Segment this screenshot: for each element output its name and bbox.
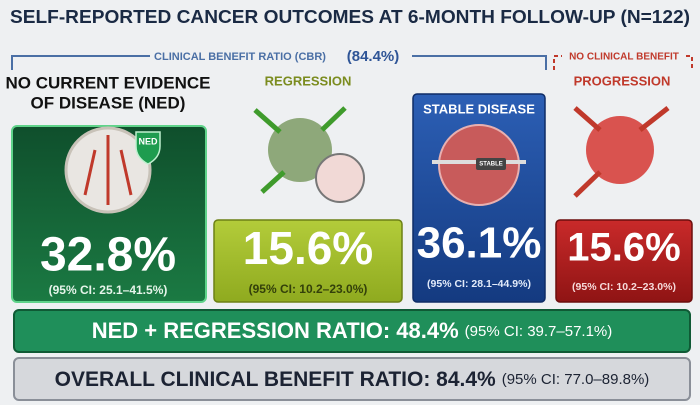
progression-ci: (95% CI: 10.2–23.0%) xyxy=(572,281,676,293)
title: SELF-REPORTED CANCER OUTCOMES AT 6-MONTH… xyxy=(10,7,690,27)
overall-bar xyxy=(13,357,691,401)
arrows-icon xyxy=(253,106,347,194)
stable-ci: (95% CI: 28.1–44.9%) xyxy=(427,278,531,290)
cbr-value: (84.4%) xyxy=(347,48,400,65)
tumor-icon xyxy=(268,118,332,182)
stable-tag-label: STABLE xyxy=(479,162,503,168)
tumor-icon xyxy=(586,116,654,184)
no-benefit-bracket xyxy=(553,55,693,70)
progression-percent: 15.6% xyxy=(567,226,680,270)
progression-box xyxy=(555,219,693,303)
ned-label: OF DISEASE (NED) xyxy=(31,93,186,112)
ned-regression-text: NED + REGRESSION RATIO: 48.4% (95% CI: 39… xyxy=(92,318,613,343)
cbr-bracket xyxy=(11,55,547,70)
ned-box xyxy=(11,125,207,303)
overall-ci: (95% CI: 77.0–89.8%) xyxy=(502,371,650,388)
ned-regression-bar xyxy=(13,309,691,353)
ned-regression-label: NED + REGRESSION RATIO: 48.4% xyxy=(92,318,459,343)
ned-percent: 32.8% xyxy=(40,229,176,282)
stable-tag xyxy=(476,158,506,170)
arrows-icon xyxy=(573,106,670,198)
no-benefit-label: NO CLINICAL BENEFIT xyxy=(569,52,679,63)
cbr-label: CLINICAL BENEFIT RATIO (CBR) xyxy=(154,51,326,63)
progression-label: PROGRESSION xyxy=(574,73,671,88)
regression-box xyxy=(213,219,403,303)
stable-percent: 36.1% xyxy=(417,219,542,268)
ned-label: NO CURRENT EVIDENCE xyxy=(6,73,211,92)
regression-percent: 15.6% xyxy=(243,222,373,274)
overall-label: OVERALL CLINICAL BENEFIT RATIO: 84.4% xyxy=(55,368,496,391)
vessels-icon xyxy=(83,135,133,205)
ned-regression-ci: (95% CI: 39.7–57.1%) xyxy=(465,323,613,340)
regression-label: REGRESSION xyxy=(265,73,352,88)
zoom-icon xyxy=(315,153,365,203)
stable-label: STABLE DISEASE xyxy=(423,101,535,116)
overall-text: OVERALL CLINICAL BENEFIT RATIO: 84.4% (95… xyxy=(55,368,650,391)
regression-ci: (95% CI: 10.2–23.0%) xyxy=(249,282,368,296)
ned-ci: (95% CI: 25.1–41.5%) xyxy=(49,283,168,297)
shield-icon xyxy=(135,131,161,165)
shield-label: NED xyxy=(138,136,158,146)
